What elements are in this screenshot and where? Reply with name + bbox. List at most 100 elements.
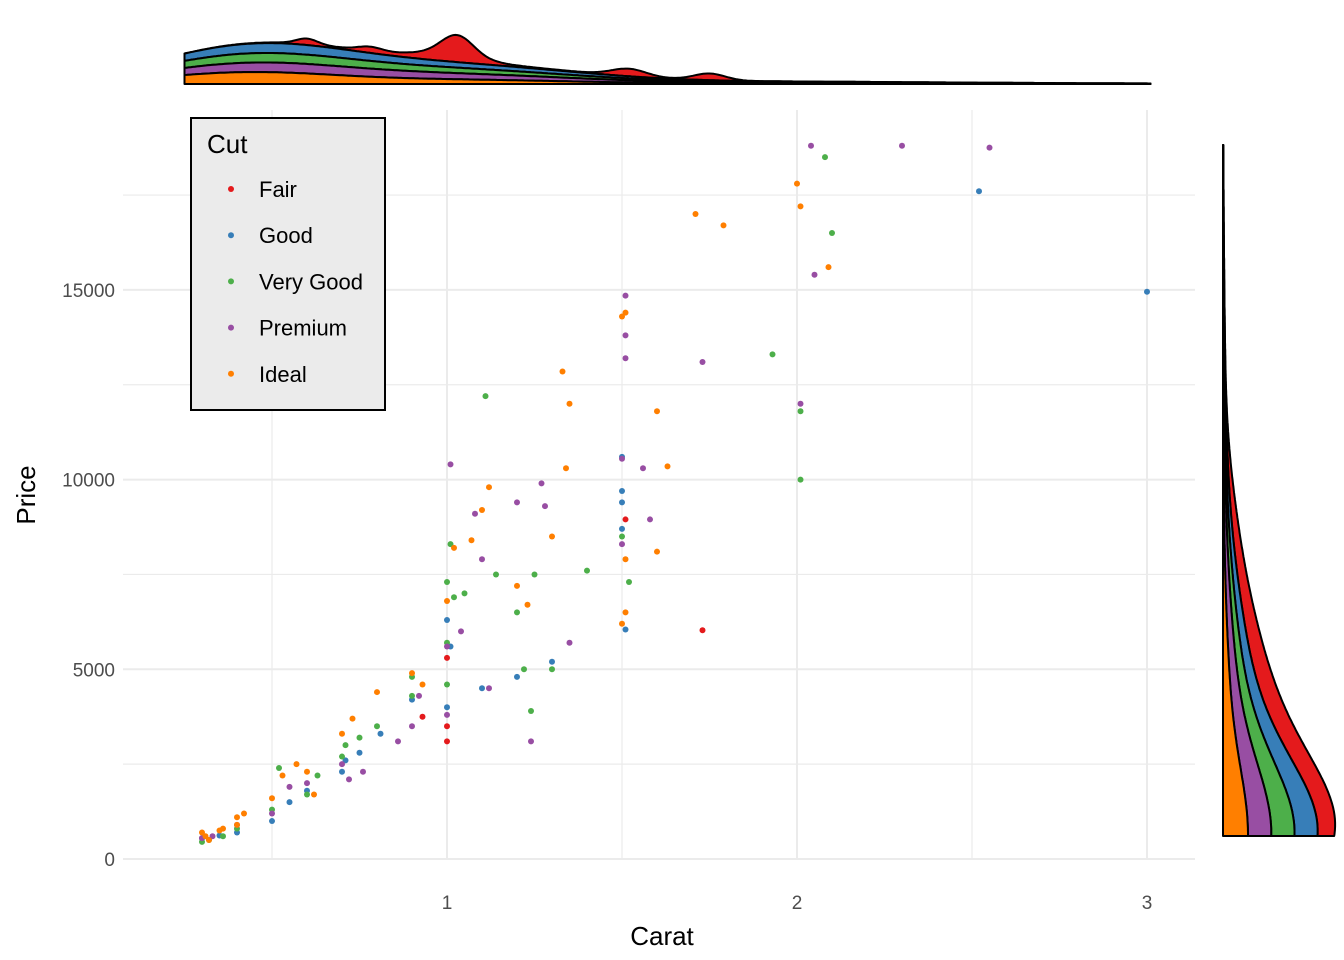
legend-items: Fair Good Very Good Premium Ideal	[228, 177, 363, 387]
legend-key	[228, 232, 234, 239]
point-premium	[458, 628, 464, 635]
point-very-good	[447, 541, 454, 548]
point-premium	[409, 723, 415, 730]
top-marginal-density	[183, 33, 1152, 85]
y-tick-label: 15000	[62, 281, 115, 302]
y-tick-label: 10000	[62, 471, 115, 492]
point-ideal	[293, 761, 300, 768]
legend-key	[228, 186, 234, 192]
x-axis-ticks: 1 2 3	[442, 893, 1153, 914]
point-good	[1144, 288, 1150, 295]
point-very-good	[220, 833, 226, 840]
legend-label: Good	[259, 223, 313, 248]
point-good	[444, 616, 450, 623]
point-very-good	[444, 681, 450, 688]
point-fair	[444, 738, 450, 745]
point-premium	[479, 556, 485, 563]
point-ideal	[304, 768, 310, 775]
point-very-good	[797, 408, 804, 415]
point-very-good	[619, 533, 625, 540]
legend: Cut Fair Good Very Good Premium Ideal	[190, 117, 386, 411]
point-very-good	[514, 609, 520, 616]
point-premium	[986, 144, 993, 151]
point-ideal	[279, 772, 286, 779]
point-ideal	[563, 465, 569, 472]
point-ideal	[269, 795, 275, 802]
point-ideal	[566, 400, 573, 407]
x-tick-label: 3	[1142, 893, 1153, 914]
point-good	[514, 673, 520, 680]
legend-box	[190, 117, 386, 411]
point-ideal	[409, 670, 415, 677]
point-very-good	[797, 476, 804, 483]
legend-label: Fair	[259, 177, 297, 202]
point-premium	[538, 480, 545, 487]
point-very-good	[409, 692, 415, 699]
point-fair	[419, 713, 426, 720]
y-tick-label: 0	[104, 850, 115, 871]
legend-key	[228, 324, 234, 331]
point-good	[976, 188, 982, 195]
point-very-good	[444, 579, 450, 586]
x-axis-title: Carat	[630, 921, 694, 951]
legend-label: Premium	[259, 316, 347, 341]
point-ideal	[514, 582, 520, 589]
point-very-good	[531, 571, 538, 578]
point-very-good	[461, 590, 468, 597]
point-ideal	[444, 598, 450, 605]
point-good	[356, 749, 363, 756]
y-tick-label: 5000	[73, 660, 115, 681]
point-ideal	[486, 484, 492, 491]
point-fair	[444, 723, 450, 730]
point-premium	[447, 461, 454, 468]
point-very-good	[829, 229, 835, 236]
point-ideal	[234, 814, 240, 821]
point-very-good	[493, 571, 499, 578]
point-premium	[444, 711, 450, 718]
point-ideal	[622, 309, 629, 316]
point-premium	[622, 355, 629, 362]
point-ideal	[549, 533, 555, 540]
point-very-good	[549, 666, 555, 673]
point-very-good	[584, 567, 590, 574]
point-very-good	[374, 723, 380, 730]
point-ideal	[349, 715, 356, 722]
point-good	[622, 626, 629, 633]
point-premium	[286, 783, 293, 790]
point-good	[339, 768, 345, 775]
point-very-good	[356, 734, 363, 741]
point-ideal	[234, 821, 240, 828]
point-very-good	[822, 154, 828, 161]
right-density-ideal	[1222, 144, 1249, 837]
point-premium	[416, 692, 422, 699]
point-premium	[360, 768, 366, 775]
x-tick-label: 1	[442, 893, 453, 914]
point-very-good	[528, 708, 534, 715]
point-ideal	[654, 548, 660, 555]
point-ideal	[622, 556, 629, 563]
point-ideal	[664, 463, 671, 470]
point-premium	[528, 738, 534, 745]
point-ideal	[654, 408, 660, 415]
point-good	[377, 730, 384, 737]
point-good	[444, 704, 450, 711]
point-very-good	[769, 351, 776, 358]
legend-key	[228, 278, 234, 285]
point-ideal	[559, 368, 566, 375]
point-very-good	[314, 772, 321, 779]
point-very-good	[276, 764, 282, 771]
legend-label: Very Good	[259, 269, 363, 294]
point-good	[549, 658, 555, 665]
point-premium	[472, 510, 478, 517]
point-ideal	[206, 837, 212, 844]
point-ideal	[622, 609, 629, 616]
point-ideal	[339, 730, 345, 737]
point-good	[619, 499, 625, 506]
point-premium	[797, 400, 804, 407]
point-very-good	[304, 791, 310, 798]
point-premium	[699, 358, 706, 365]
point-ideal	[619, 620, 625, 627]
point-premium	[269, 810, 275, 817]
point-ideal	[720, 222, 727, 229]
